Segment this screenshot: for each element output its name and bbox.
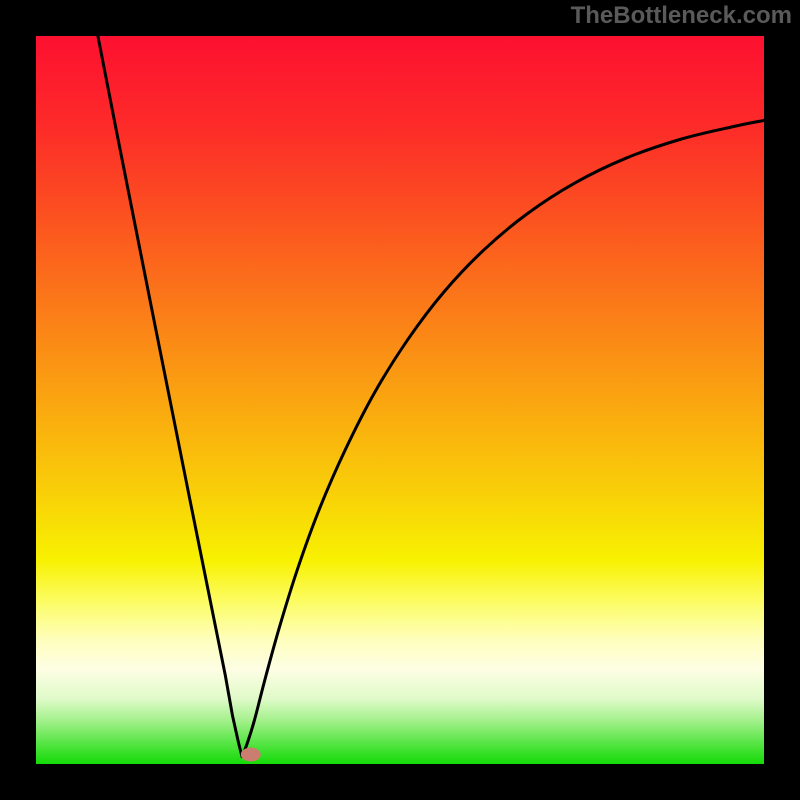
optimum-marker — [241, 748, 261, 762]
curve-layer — [36, 36, 764, 764]
bottleneck-curve — [98, 36, 764, 757]
watermark-text: TheBottleneck.com — [571, 2, 792, 30]
plot-area — [36, 36, 764, 764]
